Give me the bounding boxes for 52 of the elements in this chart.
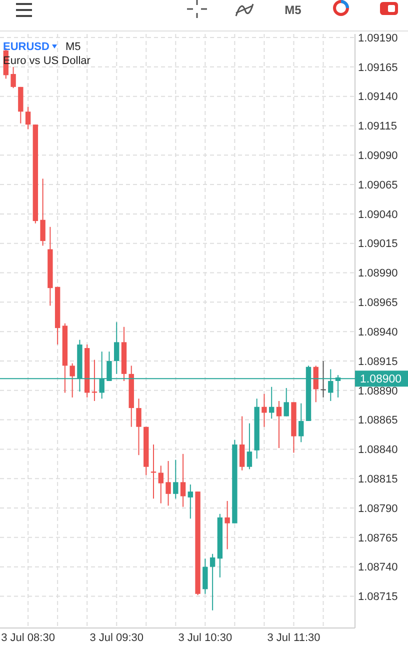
candlestick <box>10 66 16 89</box>
candlestick <box>180 453 186 508</box>
candlestick <box>262 393 267 428</box>
candlestick <box>166 460 171 506</box>
candlestick <box>239 416 245 471</box>
x-tick-label: 3 Jul 10:30 <box>178 632 232 644</box>
y-tick-label: 1.08915 <box>358 356 398 368</box>
candlestick <box>202 558 208 594</box>
candlestick <box>224 500 230 550</box>
y-tick-label: 1.08840 <box>358 444 398 456</box>
x-tick-label: 3 Jul 08:30 <box>1 632 55 644</box>
x-tick-label: 3 Jul 09:30 <box>90 632 144 644</box>
y-tick-label: 1.09065 <box>358 179 398 192</box>
annotation: M5 <box>65 41 81 53</box>
text: EURUSD <box>3 41 50 53</box>
y-tick-label: 1.08790 <box>358 502 398 515</box>
candlestick <box>188 484 194 520</box>
candlestick <box>313 365 318 403</box>
candlestick <box>70 362 75 398</box>
candlestick <box>114 322 120 374</box>
candlestick <box>40 178 46 246</box>
candlestick <box>158 465 164 504</box>
y-tick-label: 1.09190 <box>358 32 398 44</box>
candlestick <box>276 400 282 449</box>
y-tick-label: 1.09165 <box>358 62 398 74</box>
y-tick-label: 1.09140 <box>358 91 398 104</box>
candlestick <box>284 388 289 417</box>
text: M5 <box>284 3 302 17</box>
candlestick <box>136 398 142 456</box>
candlestick <box>25 106 31 130</box>
candlestick <box>320 360 326 398</box>
y-tick-label: 1.08940 <box>358 326 398 338</box>
y-tick-label: 1.09090 <box>358 150 398 162</box>
candlestick <box>92 359 98 402</box>
y-tick-label: 1.08815 <box>358 473 398 486</box>
y-tick-label: 1.09040 <box>358 208 398 221</box>
y-tick-label: 1.09115 <box>358 120 397 133</box>
y-tick-label: 1.08865 <box>358 414 398 427</box>
y-tick-label: 1.08990 <box>358 268 398 280</box>
candlestick <box>210 553 216 611</box>
y-tick-label: 1.09015 <box>358 238 398 250</box>
x-tick-label: 3 Jul 11:30 <box>267 632 320 644</box>
candlestick <box>246 422 252 470</box>
candlestick <box>269 386 274 420</box>
ref-line-label: 1.08900 <box>360 374 402 386</box>
y-tick-label: 1.08765 <box>358 532 398 544</box>
candlestick <box>173 459 178 500</box>
y-tick-label: 1.08740 <box>358 562 398 574</box>
y-tick-label: 1.08965 <box>358 297 398 310</box>
candlestick <box>298 402 304 443</box>
y-tick-label: 1.08715 <box>358 591 398 604</box>
y-tick-label: 1.08890 <box>358 385 398 398</box>
